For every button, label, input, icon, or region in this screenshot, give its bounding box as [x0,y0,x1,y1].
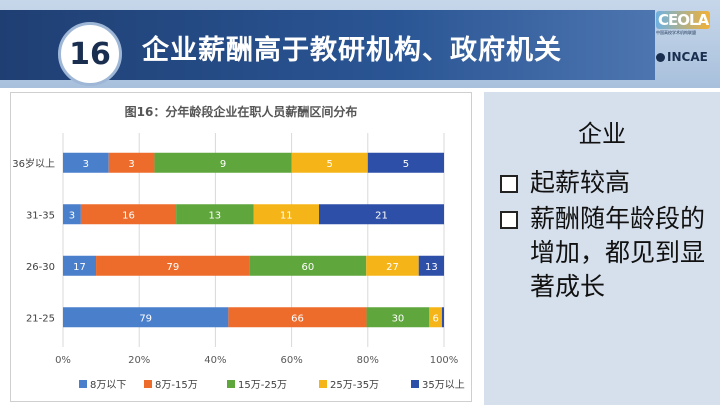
bar-segment [228,307,367,328]
bar-segment [418,255,444,276]
y-category-label: 36岁以上 [12,157,55,170]
data-label: 13 [208,210,221,221]
data-label: 79 [139,313,152,324]
data-label: 3 [69,210,75,221]
x-tick-label: 40% [204,355,226,366]
bar-segment [63,204,81,225]
globe-icon [656,53,665,62]
data-label: 21 [375,210,388,221]
legend-swatch [227,380,235,388]
data-label: 30 [392,313,405,324]
y-category-label: 31-35 [26,210,55,221]
chart-title: 图16：分年龄段企业在职人员薪酬区间分布 [124,105,358,119]
x-tick-label: 20% [128,355,150,366]
x-tick-label: 60% [280,355,302,366]
legend-swatch [79,380,87,388]
legend-label: 8万-15万 [155,380,198,391]
slide-title: 企业薪酬高于教研机构、政府机关 [142,35,562,66]
legend-swatch [411,380,419,388]
bar-segment [154,152,292,173]
bar-segment [441,307,444,328]
data-label: 9 [220,159,226,170]
data-label: 5 [327,159,333,170]
data-label: 16 [122,210,135,221]
x-tick-label: 100% [430,355,459,366]
legend-label: 35万以上 [422,379,465,391]
data-label: 11 [280,210,293,221]
slide-number-badge: 16 [58,22,122,86]
slide-header: 16 企业薪酬高于教研机构、政府机关 CEOLA 中国高校学术机构联盟 INCA… [0,0,720,88]
chart-container: 图16：分年龄段企业在职人员薪酬区间分布 0% 20% 40% 60% 80% 100% 3… [10,92,472,402]
checkbox-bullet-icon [500,211,518,229]
data-label: 66 [291,313,304,324]
data-label: 17 [73,262,86,273]
legend-swatch [144,380,152,388]
legend-swatch [319,380,327,388]
checkbox-bullet-icon [500,175,518,193]
legend-label: 8万以下 [90,380,126,391]
bullet-text: 起薪较高 [530,168,631,197]
data-label: 79 [166,262,179,273]
data-label: 6 [432,313,438,324]
data-label: 3 [128,159,134,170]
bar-segment [96,255,250,276]
data-label: 13 [425,262,438,273]
ceola-logo-text: CEOLA [656,11,711,29]
data-label: 5 [403,159,409,170]
x-tick-label: 80% [357,355,379,366]
bar-segment [63,255,97,276]
data-label: 60 [302,262,315,273]
ceola-logo: CEOLA 中国高校学术机构联盟 [656,10,712,38]
bar-segment [318,204,444,225]
data-label: 3 [83,159,89,170]
y-category-label: 21-25 [26,313,55,324]
y-category-label: 26-30 [26,262,55,273]
bar-segment [80,204,177,225]
x-tick-label: 0% [55,355,71,366]
bar-segment [429,307,442,328]
incae-logo: INCAE [656,50,708,64]
ceola-logo-subtitle: 中国高校学术机构联盟 [656,30,696,35]
bar-segment [63,307,229,328]
legend-label: 15万-25万 [238,380,287,391]
bar-segment [63,152,109,173]
bullet-text: 薪酬随年龄段的增加，都见到显著成长 [530,204,706,301]
bullet-item: 薪酬随年龄段的增加，都见到显著成长 [500,202,710,304]
bar-segment [249,255,367,276]
legend-label: 25万-35万 [330,380,379,391]
panel-heading: 企业 [578,120,626,148]
bar-segment [108,152,155,173]
data-label: 27 [386,262,399,273]
summary-panel: 企业 起薪较高 薪酬随年龄段的增加，都见到显著成长 [484,92,720,405]
bullet-item: 起薪较高 [500,166,710,200]
bar-segment [367,152,444,173]
bar-segment [291,152,368,173]
stacked-bar-chart: 0% 20% 40% 60% 80% 100% 36岁以上 3 3 9 5 5 31-35 3 16 13 11… [12,133,465,391]
incae-logo-text: INCAE [667,50,708,64]
bar-segment [176,204,254,225]
bar-segment [366,307,430,328]
bar-segment [253,204,319,225]
bar-segment [366,255,419,276]
